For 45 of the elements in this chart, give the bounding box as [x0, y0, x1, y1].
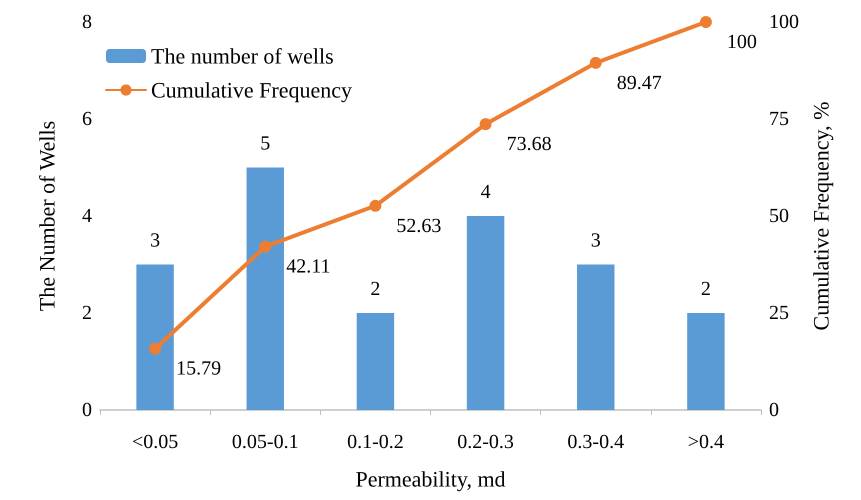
legend-label: Cumulative Frequency	[151, 78, 352, 102]
y2-tick-label: 75	[769, 108, 789, 130]
y-tick-label: 2	[82, 302, 92, 324]
data-label: 2	[370, 278, 380, 300]
y-tick-label: 6	[82, 108, 92, 130]
point	[590, 56, 602, 69]
data-label: 4	[480, 181, 491, 203]
point	[700, 16, 712, 28]
y2-tick-label: 50	[769, 205, 789, 227]
data-label: 15.79	[176, 358, 222, 380]
point	[480, 118, 492, 130]
y2-tick-label: 0	[769, 399, 779, 421]
data-label: 3	[590, 230, 601, 252]
x-tick-label: 0.2-0.3	[457, 431, 514, 453]
data-label: 73.68	[506, 133, 552, 156]
y-tick-label: 8	[82, 11, 92, 33]
y2-tick-label: 25	[769, 302, 789, 324]
data-label: 42.11	[286, 256, 331, 278]
y-tick-label: 4	[82, 205, 92, 227]
y2-axis-title: Cumulative Frequency, %	[808, 102, 834, 330]
bar	[246, 168, 284, 410]
data-label: 2	[700, 278, 711, 300]
data-label: 89.47	[616, 72, 662, 94]
point	[149, 342, 162, 355]
y2-tick-label: 100	[769, 11, 799, 33]
x-tick-label: 0.05-0.1	[232, 431, 299, 453]
bar	[136, 264, 174, 410]
bar	[356, 313, 394, 410]
bar	[577, 264, 614, 410]
bar	[466, 216, 504, 410]
y-axis-title: The Number of Wells	[34, 120, 60, 312]
point	[369, 200, 382, 212]
x-tick-label: 0.1-0.2	[347, 431, 404, 453]
x-axis-title: Permeability, md	[355, 466, 506, 492]
x-tick-label: >0.4	[688, 431, 724, 453]
data-label: 100	[726, 31, 757, 53]
legend-label: The number of wells	[151, 44, 334, 68]
x-tick-label: <0.05	[132, 431, 178, 453]
data-label: 3	[150, 230, 160, 252]
y-tick-label: 0	[82, 399, 92, 421]
data-label: 5	[260, 132, 270, 154]
point	[259, 240, 272, 253]
x-tick-label: 0.3-0.4	[567, 431, 624, 453]
bar	[687, 313, 725, 410]
data-label: 52.63	[396, 214, 442, 237]
